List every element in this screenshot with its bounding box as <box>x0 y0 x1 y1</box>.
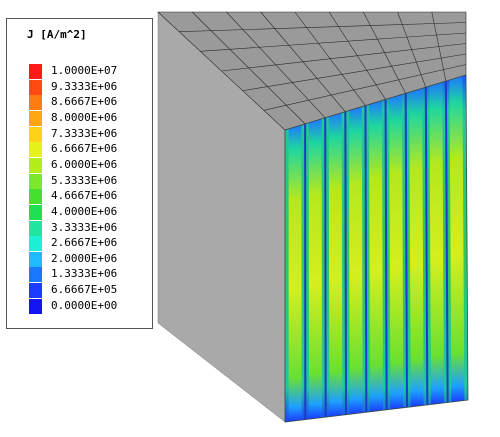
legend-swatch <box>29 189 42 205</box>
legend-swatch <box>29 142 42 158</box>
legend-swatch <box>29 173 42 189</box>
legend-tick-label: 6.6667E+06 <box>51 142 118 156</box>
legend-swatch <box>29 236 42 252</box>
conductor-strand <box>288 124 302 422</box>
plot-border <box>284 74 469 423</box>
strand-divider <box>404 93 408 408</box>
conductor-strand <box>409 88 424 407</box>
mesh-line <box>179 22 467 32</box>
conductor-strand <box>348 106 363 415</box>
mesh-line <box>263 64 467 111</box>
legend-swatch <box>29 157 42 173</box>
legend-swatch <box>29 283 42 299</box>
legend-tick-label: 0.0000E+00 <box>51 298 118 312</box>
current-density-plot <box>284 74 469 423</box>
legend-swatch <box>29 267 42 283</box>
top-face-mesh <box>179 11 467 125</box>
legend-tick-label: 6.0000E+06 <box>51 157 118 171</box>
legend-tick-label: 9.3333E+06 <box>51 79 118 93</box>
legend-tick-label: 4.6667E+06 <box>51 189 118 203</box>
plot-stripes <box>288 76 465 422</box>
legend-tick-label: 2.6667E+06 <box>51 236 118 250</box>
legend-tick-label: 6.6667E+05 <box>51 283 118 297</box>
conductor-strand <box>449 76 465 403</box>
legend-tick-label: 1.0000E+07 <box>51 64 118 77</box>
strand-divider <box>384 99 388 410</box>
legend-tick-label: 8.0000E+06 <box>51 110 118 124</box>
mesh-line <box>242 53 467 91</box>
conductor-strand <box>389 94 404 410</box>
legend-swatch <box>29 64 42 79</box>
mesh-line <box>200 32 467 52</box>
strand-divider <box>364 105 368 413</box>
legend-tick-label: 5.3333E+06 <box>51 173 118 187</box>
conductor-strand <box>429 82 445 405</box>
strand-divider <box>424 87 429 405</box>
legend-swatch <box>29 251 42 267</box>
legend-tick-label: 8.6667E+06 <box>51 95 118 109</box>
conductor-strand <box>308 118 323 420</box>
legend-tick-label: 2.0000E+06 <box>51 251 118 265</box>
conductor-strand <box>328 112 343 417</box>
strand-divider <box>444 81 449 403</box>
legend-swatch <box>29 95 42 111</box>
legend-swatch <box>29 220 42 236</box>
legend-swatch <box>29 204 42 220</box>
strand-divider <box>344 111 347 415</box>
legend-swatch <box>29 298 42 314</box>
mesh-line <box>221 43 467 72</box>
legend-swatch <box>29 126 42 142</box>
legend-swatch <box>29 79 42 95</box>
legend-tick-label: 7.3333E+06 <box>51 126 118 140</box>
legend-title: J [A/m^2] <box>27 28 87 41</box>
legend-tick-label: 1.3333E+06 <box>51 267 118 281</box>
legend-swatch <box>29 110 42 126</box>
legend-tick-label: 3.3333E+06 <box>51 220 118 234</box>
color-legend: J [A/m^2] 1.0000E+07 9.3333E+06 8.6667E+06… <box>6 18 153 329</box>
conductor-strand <box>369 100 384 412</box>
legend-tick-label: 4.0000E+06 <box>51 204 118 218</box>
